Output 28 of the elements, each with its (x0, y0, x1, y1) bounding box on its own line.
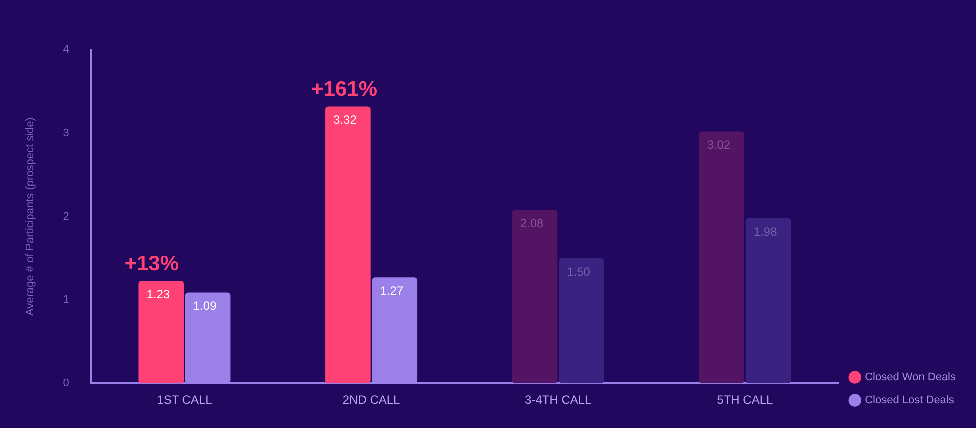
y-axis-title: Average # of Participants (prospect side) (24, 118, 37, 316)
data-label: 1.98 (754, 224, 778, 239)
x-tick-label: 1ST CALL (157, 393, 213, 408)
legend-label: Closed Won Deals (865, 372, 956, 384)
bar (699, 132, 744, 384)
x-tick-label: 2ND CALL (342, 393, 401, 408)
bar (512, 210, 558, 384)
data-label: 1.27 (380, 284, 404, 298)
bar (746, 218, 792, 384)
x-tick-label: 3-4TH CALL (525, 393, 592, 408)
x-tick-label: 5TH CALL (717, 393, 774, 408)
y-tick-label: 0 (63, 378, 70, 390)
bar (559, 258, 604, 384)
legend-label: Closed Lost Deals (865, 394, 955, 407)
data-label: 1.09 (193, 299, 218, 314)
annotation: +13% (124, 252, 180, 276)
y-tick-label: 4 (63, 44, 70, 56)
data-label: 1.23 (146, 287, 170, 302)
data-label: 2.08 (520, 216, 544, 230)
annotation: +161% (312, 78, 378, 102)
data-label: 1.50 (567, 264, 591, 279)
data-label: 3.32 (334, 113, 358, 128)
y-tick-label: 2 (63, 210, 70, 223)
y-tick-label: 1 (63, 294, 70, 306)
data-label: 3.02 (707, 138, 731, 152)
bar (138, 281, 184, 384)
bar (326, 106, 371, 384)
y-tick-label: 3 (63, 127, 70, 140)
